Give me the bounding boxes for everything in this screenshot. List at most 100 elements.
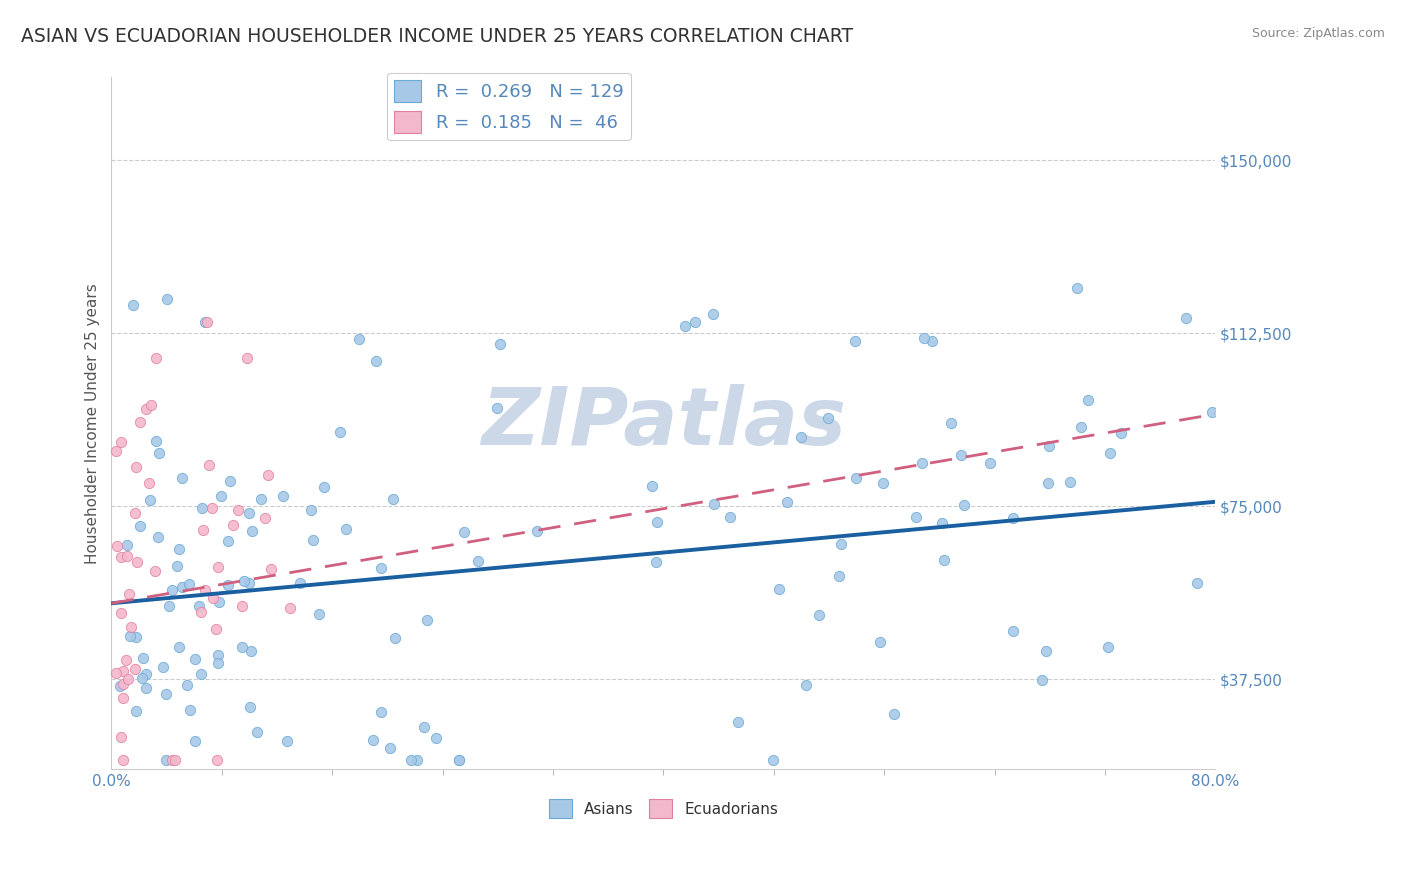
- Point: [195, 316, 218, 330]
- Point: [381, 491, 404, 506]
- Point: [197, 458, 219, 472]
- Point: [776, 494, 799, 508]
- Point: [194, 315, 217, 329]
- Text: ASIAN VS ECUADORIAN HOUSEHOLDER INCOME UNDER 25 YEARS CORRELATION CHART: ASIAN VS ECUADORIAN HOUSEHOLDER INCOME U…: [21, 27, 853, 45]
- Point: [1185, 575, 1208, 590]
- Point: [299, 503, 322, 517]
- Point: [921, 334, 943, 348]
- Point: [209, 489, 232, 503]
- Point: [111, 691, 134, 706]
- Point: [170, 580, 193, 594]
- Point: [217, 577, 239, 591]
- Point: [111, 677, 134, 691]
- Point: [1070, 420, 1092, 434]
- Point: [453, 524, 475, 539]
- Point: [204, 622, 226, 636]
- Point: [1038, 439, 1060, 453]
- Point: [1059, 475, 1081, 490]
- Point: [1097, 640, 1119, 654]
- Point: [205, 753, 228, 767]
- Point: [312, 480, 335, 494]
- Point: [335, 522, 357, 536]
- Point: [256, 467, 278, 482]
- Point: [276, 734, 298, 748]
- Point: [160, 753, 183, 767]
- Point: [145, 434, 167, 448]
- Point: [125, 705, 148, 719]
- Point: [155, 753, 177, 767]
- Point: [808, 607, 831, 622]
- Point: [138, 476, 160, 491]
- Point: [489, 337, 512, 351]
- Point: [260, 562, 283, 576]
- Point: [904, 510, 927, 524]
- Point: [166, 559, 188, 574]
- Point: [125, 630, 148, 644]
- Point: [226, 503, 249, 517]
- Point: [138, 492, 160, 507]
- Point: [467, 554, 489, 568]
- Point: [233, 574, 256, 588]
- Point: [416, 613, 439, 627]
- Point: [1035, 644, 1057, 658]
- Point: [163, 753, 186, 767]
- Point: [526, 524, 548, 539]
- Point: [207, 560, 229, 574]
- Point: [673, 319, 696, 334]
- Point: [194, 582, 217, 597]
- Point: [790, 429, 813, 443]
- Point: [179, 703, 201, 717]
- Point: [762, 753, 785, 767]
- Point: [157, 599, 180, 613]
- Point: [949, 448, 972, 462]
- Point: [110, 435, 132, 450]
- Point: [231, 599, 253, 614]
- Point: [301, 533, 323, 547]
- Point: [124, 506, 146, 520]
- Point: [110, 730, 132, 744]
- Point: [176, 678, 198, 692]
- Point: [221, 517, 243, 532]
- Point: [702, 307, 724, 321]
- Point: [939, 417, 962, 431]
- Point: [413, 720, 436, 734]
- Point: [370, 706, 392, 720]
- Point: [364, 353, 387, 368]
- Point: [148, 446, 170, 460]
- Point: [115, 652, 138, 666]
- Point: [485, 401, 508, 416]
- Point: [1002, 624, 1025, 638]
- Point: [145, 351, 167, 366]
- Point: [1175, 311, 1198, 326]
- Point: [202, 591, 225, 605]
- Point: [179, 577, 201, 591]
- Point: [208, 595, 231, 609]
- Point: [120, 620, 142, 634]
- Point: [207, 656, 229, 670]
- Point: [278, 600, 301, 615]
- Point: [104, 666, 127, 681]
- Text: Source: ZipAtlas.com: Source: ZipAtlas.com: [1251, 27, 1385, 40]
- Point: [1038, 475, 1060, 490]
- Point: [105, 539, 128, 553]
- Point: [218, 474, 240, 488]
- Point: [794, 678, 817, 692]
- Point: [911, 456, 934, 470]
- Point: [132, 650, 155, 665]
- Point: [122, 298, 145, 312]
- Point: [1002, 511, 1025, 525]
- Point: [399, 753, 422, 767]
- Point: [111, 753, 134, 767]
- Point: [645, 555, 668, 569]
- Point: [883, 706, 905, 721]
- Point: [239, 700, 262, 714]
- Point: [135, 667, 157, 681]
- Point: [129, 519, 152, 533]
- Point: [271, 489, 294, 503]
- Point: [425, 731, 447, 745]
- Point: [329, 425, 352, 440]
- Point: [172, 471, 194, 485]
- Point: [1077, 393, 1099, 408]
- Point: [146, 530, 169, 544]
- Point: [160, 583, 183, 598]
